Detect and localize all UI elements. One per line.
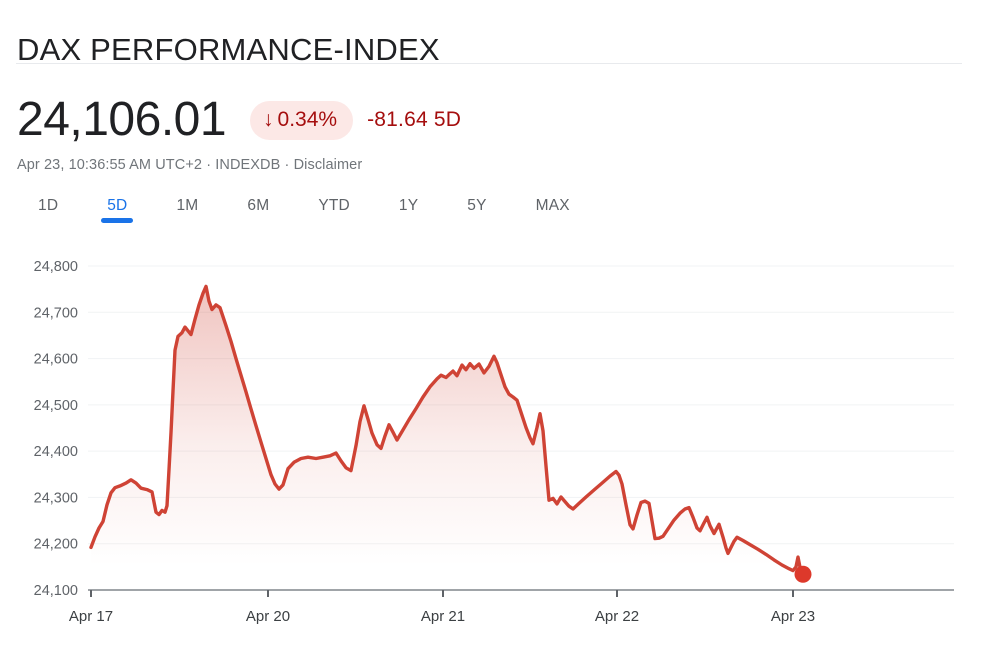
change-absolute: -81.64 5D [367,108,462,131]
y-axis-label: 24,100 [34,583,78,599]
tab-5y[interactable]: 5Y [467,197,487,214]
x-axis-label: Apr 21 [421,608,465,625]
y-axis-label: 24,200 [34,537,78,553]
x-axis-label: Apr 17 [69,608,113,625]
y-axis-label: 24,600 [34,352,78,368]
x-axis-label: Apr 22 [595,608,639,625]
quote-timestamp-exchange: Apr 23, 10:36:55 AM UTC+2 · INDEXDB · [17,157,294,173]
header-divider [16,63,962,64]
y-axis-label: 24,400 [34,444,78,460]
tab-1m[interactable]: 1M [176,197,199,214]
y-axis-label: 24,700 [34,305,78,321]
page-title: DAX PERFORMANCE-INDEX [17,31,440,67]
time-range-tabs: 1D 5D 1M 6M YTD 1Y 5Y MAX [38,196,570,223]
tab-ytd[interactable]: YTD [318,197,350,214]
x-axis-label: Apr 23 [771,608,815,625]
y-axis-label: 24,500 [34,398,78,414]
latest-point-dot [794,565,812,583]
y-axis-label: 24,800 [34,259,78,275]
tab-max[interactable]: MAX [535,197,570,214]
change-percent-badge: ↓ 0.34% [250,100,354,140]
price-chart[interactable]: 24,800 24,700 24,600 24,500 24,400 24,300 24,2… [0,240,1000,640]
tab-1d[interactable]: 1D [38,197,59,214]
quote-meta: Apr 23, 10:36:55 AM UTC+2 · INDEXDB · Di… [17,157,362,173]
current-price: 24,106.01 [17,93,227,146]
change-percent-value: 0.34% [277,107,338,131]
area-fill [91,286,803,591]
tab-1y[interactable]: 1Y [398,197,419,214]
disclaimer-link[interactable]: Disclaimer [293,157,363,173]
price-line [89,284,805,576]
tab-5d[interactable]: 5D [101,197,134,223]
arrow-down-icon: ↓ [263,107,274,131]
quote-header: 24,106.01 ↓ 0.34% -81.64 5D [17,94,461,146]
tab-6m[interactable]: 6M [247,197,270,214]
y-axis-label: 24,300 [34,490,78,506]
x-axis-label: Apr 20 [246,608,290,625]
